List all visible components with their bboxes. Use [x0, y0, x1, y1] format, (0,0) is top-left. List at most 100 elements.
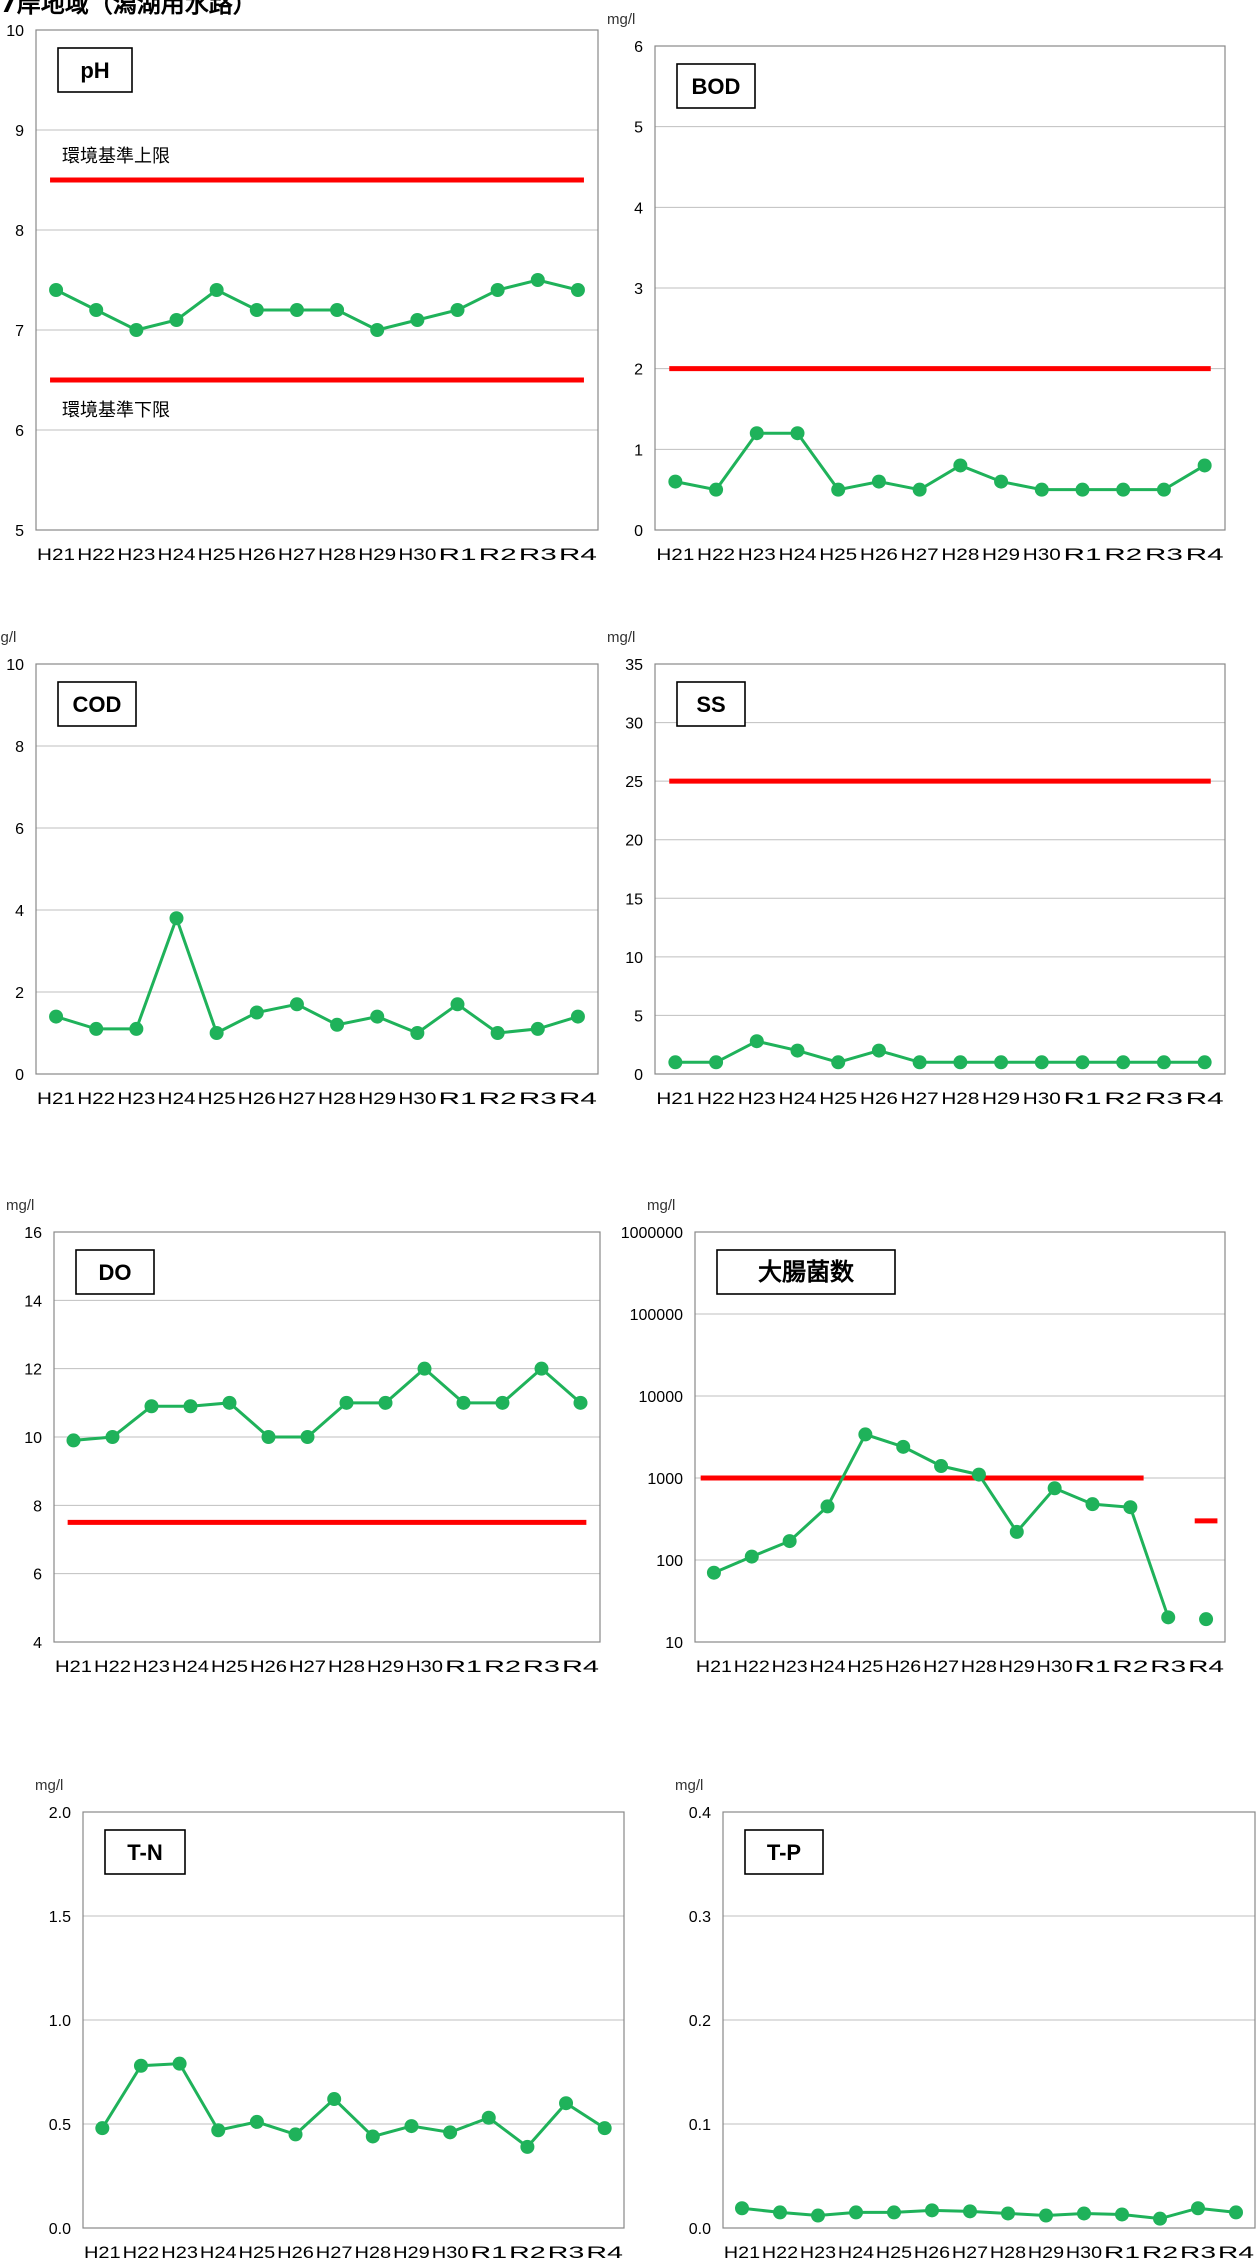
- data-point: [534, 1361, 549, 1376]
- y-tick-label: 16: [24, 1225, 42, 1242]
- x-tick-label: H27: [901, 1089, 939, 1108]
- x-tick-label: H24: [779, 545, 817, 564]
- data-point: [887, 2205, 901, 2220]
- x-tick-label: H22: [762, 2243, 798, 2261]
- x-tick-label: H25: [876, 2243, 912, 2261]
- data-point: [339, 1395, 354, 1410]
- x-tick-label: H28: [941, 1089, 979, 1108]
- x-tick-label: H25: [198, 1089, 236, 1108]
- x-tick-label: H26: [885, 1657, 921, 1676]
- x-tick-label: H23: [161, 2243, 198, 2261]
- data-point: [790, 426, 805, 441]
- data-point: [530, 1021, 545, 1036]
- x-tick-label: R2: [1104, 1089, 1142, 1108]
- x-tick-label: H26: [860, 545, 898, 564]
- chart-title-box: [57, 47, 133, 93]
- x-tick-label: H30: [406, 1657, 443, 1676]
- data-point: [410, 1026, 425, 1040]
- data-point: [288, 2127, 303, 2142]
- chart-title-box: [676, 63, 756, 109]
- data-point: [709, 1055, 724, 1070]
- x-tick-label: H21: [55, 1657, 92, 1676]
- x-tick-label: R3: [1145, 1089, 1183, 1108]
- x-tick-label: H29: [982, 545, 1020, 564]
- y-tick-label: 0: [634, 523, 643, 540]
- y-tick-label: 3: [634, 281, 643, 298]
- chart-title-box: [75, 1249, 155, 1295]
- data-point: [370, 323, 385, 337]
- data-point: [183, 1399, 198, 1414]
- data-point: [1085, 1497, 1100, 1512]
- chart-cod: mg/l 0 2 4 6 8 10 H21H22H23H24H25H26H27H28H29H3…: [0, 629, 599, 1108]
- y-tick-label: 1.0: [49, 2013, 71, 2030]
- y-tick-label: 15: [625, 891, 643, 908]
- data-point: [1075, 482, 1090, 497]
- data-point: [1009, 1524, 1024, 1539]
- data-point: [490, 1026, 505, 1040]
- chart-title-box: [716, 1249, 896, 1295]
- x-tick-label: H29: [999, 1657, 1035, 1676]
- data-point: [1116, 1055, 1131, 1070]
- x-tick-label: R1: [470, 2243, 507, 2261]
- data-point: [404, 2119, 419, 2134]
- x-tick-label: R2: [479, 1089, 517, 1108]
- data-point: [172, 2056, 187, 2071]
- y-tick-label: 1000000: [621, 1225, 683, 1242]
- x-tick-label: R1: [1104, 2243, 1140, 2261]
- x-tick-label: R1: [439, 545, 477, 564]
- x-tick-label: H25: [239, 2243, 276, 2261]
- x-tick-label: R4: [1186, 545, 1224, 564]
- x-tick-label: H28: [318, 1089, 356, 1108]
- data-point: [129, 323, 144, 337]
- x-tick-label: R3: [523, 1657, 560, 1676]
- y-tick-label: 9: [15, 123, 24, 140]
- y-tick-label: 8: [15, 739, 24, 756]
- x-tick-label: H29: [367, 1657, 404, 1676]
- data-point: [749, 1034, 764, 1049]
- y-tick-label: 10: [665, 1635, 683, 1652]
- data-point: [330, 303, 345, 317]
- x-tick-label: H30: [1066, 2243, 1102, 2261]
- x-tick-label: H23: [772, 1657, 808, 1676]
- data-point: [735, 2201, 749, 2216]
- data-point: [1077, 2206, 1091, 2221]
- plot-frame: [35, 663, 599, 1075]
- data-point: [871, 1043, 886, 1058]
- x-tick-label: R1: [1064, 1089, 1102, 1108]
- data-point: [744, 1549, 759, 1564]
- x-tick-label: R4: [559, 1089, 597, 1108]
- x-tick-label: H22: [77, 545, 115, 564]
- x-tick-label: H22: [734, 1657, 770, 1676]
- x-tick-label: H22: [94, 1657, 131, 1676]
- chart-bod: mg/l 0 1 2 3 4 5 6 H21 H22 H23 H24 H25 H26 H27 H28 H29 H3…: [607, 11, 1226, 564]
- data-point: [994, 1055, 1009, 1070]
- data-point: [668, 474, 683, 489]
- chart-title-box: [104, 1829, 186, 1875]
- x-tick-label: H28: [961, 1657, 997, 1676]
- y-tick-label: 20: [625, 833, 643, 850]
- x-tick-label: H26: [238, 1089, 276, 1108]
- y-tick-label: 100: [656, 1553, 683, 1570]
- data-point: [790, 1043, 805, 1058]
- x-tick-label: R4: [1186, 1089, 1224, 1108]
- data-point: [912, 1055, 927, 1070]
- y-tick-label: 6: [634, 39, 643, 56]
- data-point: [831, 1055, 846, 1070]
- data-point: [1116, 482, 1131, 497]
- data-point: [925, 2203, 939, 2218]
- x-tick-label: H21: [656, 1089, 694, 1108]
- data-point: [858, 1427, 873, 1442]
- data-point: [530, 273, 545, 287]
- chart-tn: mg/l 0.0 0.5 1.0 1.5 2.0 H21 H22 H23 H24 H25 H26 H27…: [35, 1777, 625, 2261]
- x-tick-label: H28: [318, 545, 356, 564]
- x-tick-label: H23: [117, 1089, 155, 1108]
- standard-label: 環境基準上限: [62, 146, 170, 166]
- data-point: [912, 482, 927, 497]
- x-tick-label: R2: [509, 2243, 546, 2261]
- data-point: [490, 283, 505, 297]
- x-tick-label: H25: [847, 1657, 883, 1676]
- x-tick-label: H21: [84, 2243, 121, 2261]
- x-tick-label: R4: [1188, 1657, 1224, 1676]
- x-tick-label: R3: [1180, 2243, 1216, 2261]
